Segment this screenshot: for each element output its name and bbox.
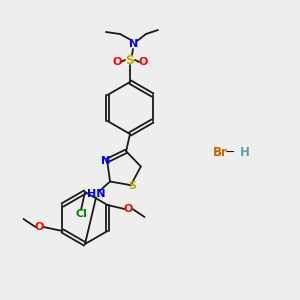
Text: S: S <box>128 181 136 191</box>
Text: −: − <box>225 146 235 158</box>
Text: S: S <box>125 53 134 67</box>
Text: H: H <box>240 146 250 158</box>
Text: O: O <box>35 222 44 232</box>
Text: Br: Br <box>213 146 228 158</box>
Text: O: O <box>112 57 122 67</box>
Text: O: O <box>138 57 148 67</box>
Text: N: N <box>129 39 139 49</box>
Text: N: N <box>101 155 111 166</box>
Text: HN: HN <box>87 188 105 199</box>
Text: O: O <box>124 204 133 214</box>
Text: Cl: Cl <box>75 209 87 219</box>
